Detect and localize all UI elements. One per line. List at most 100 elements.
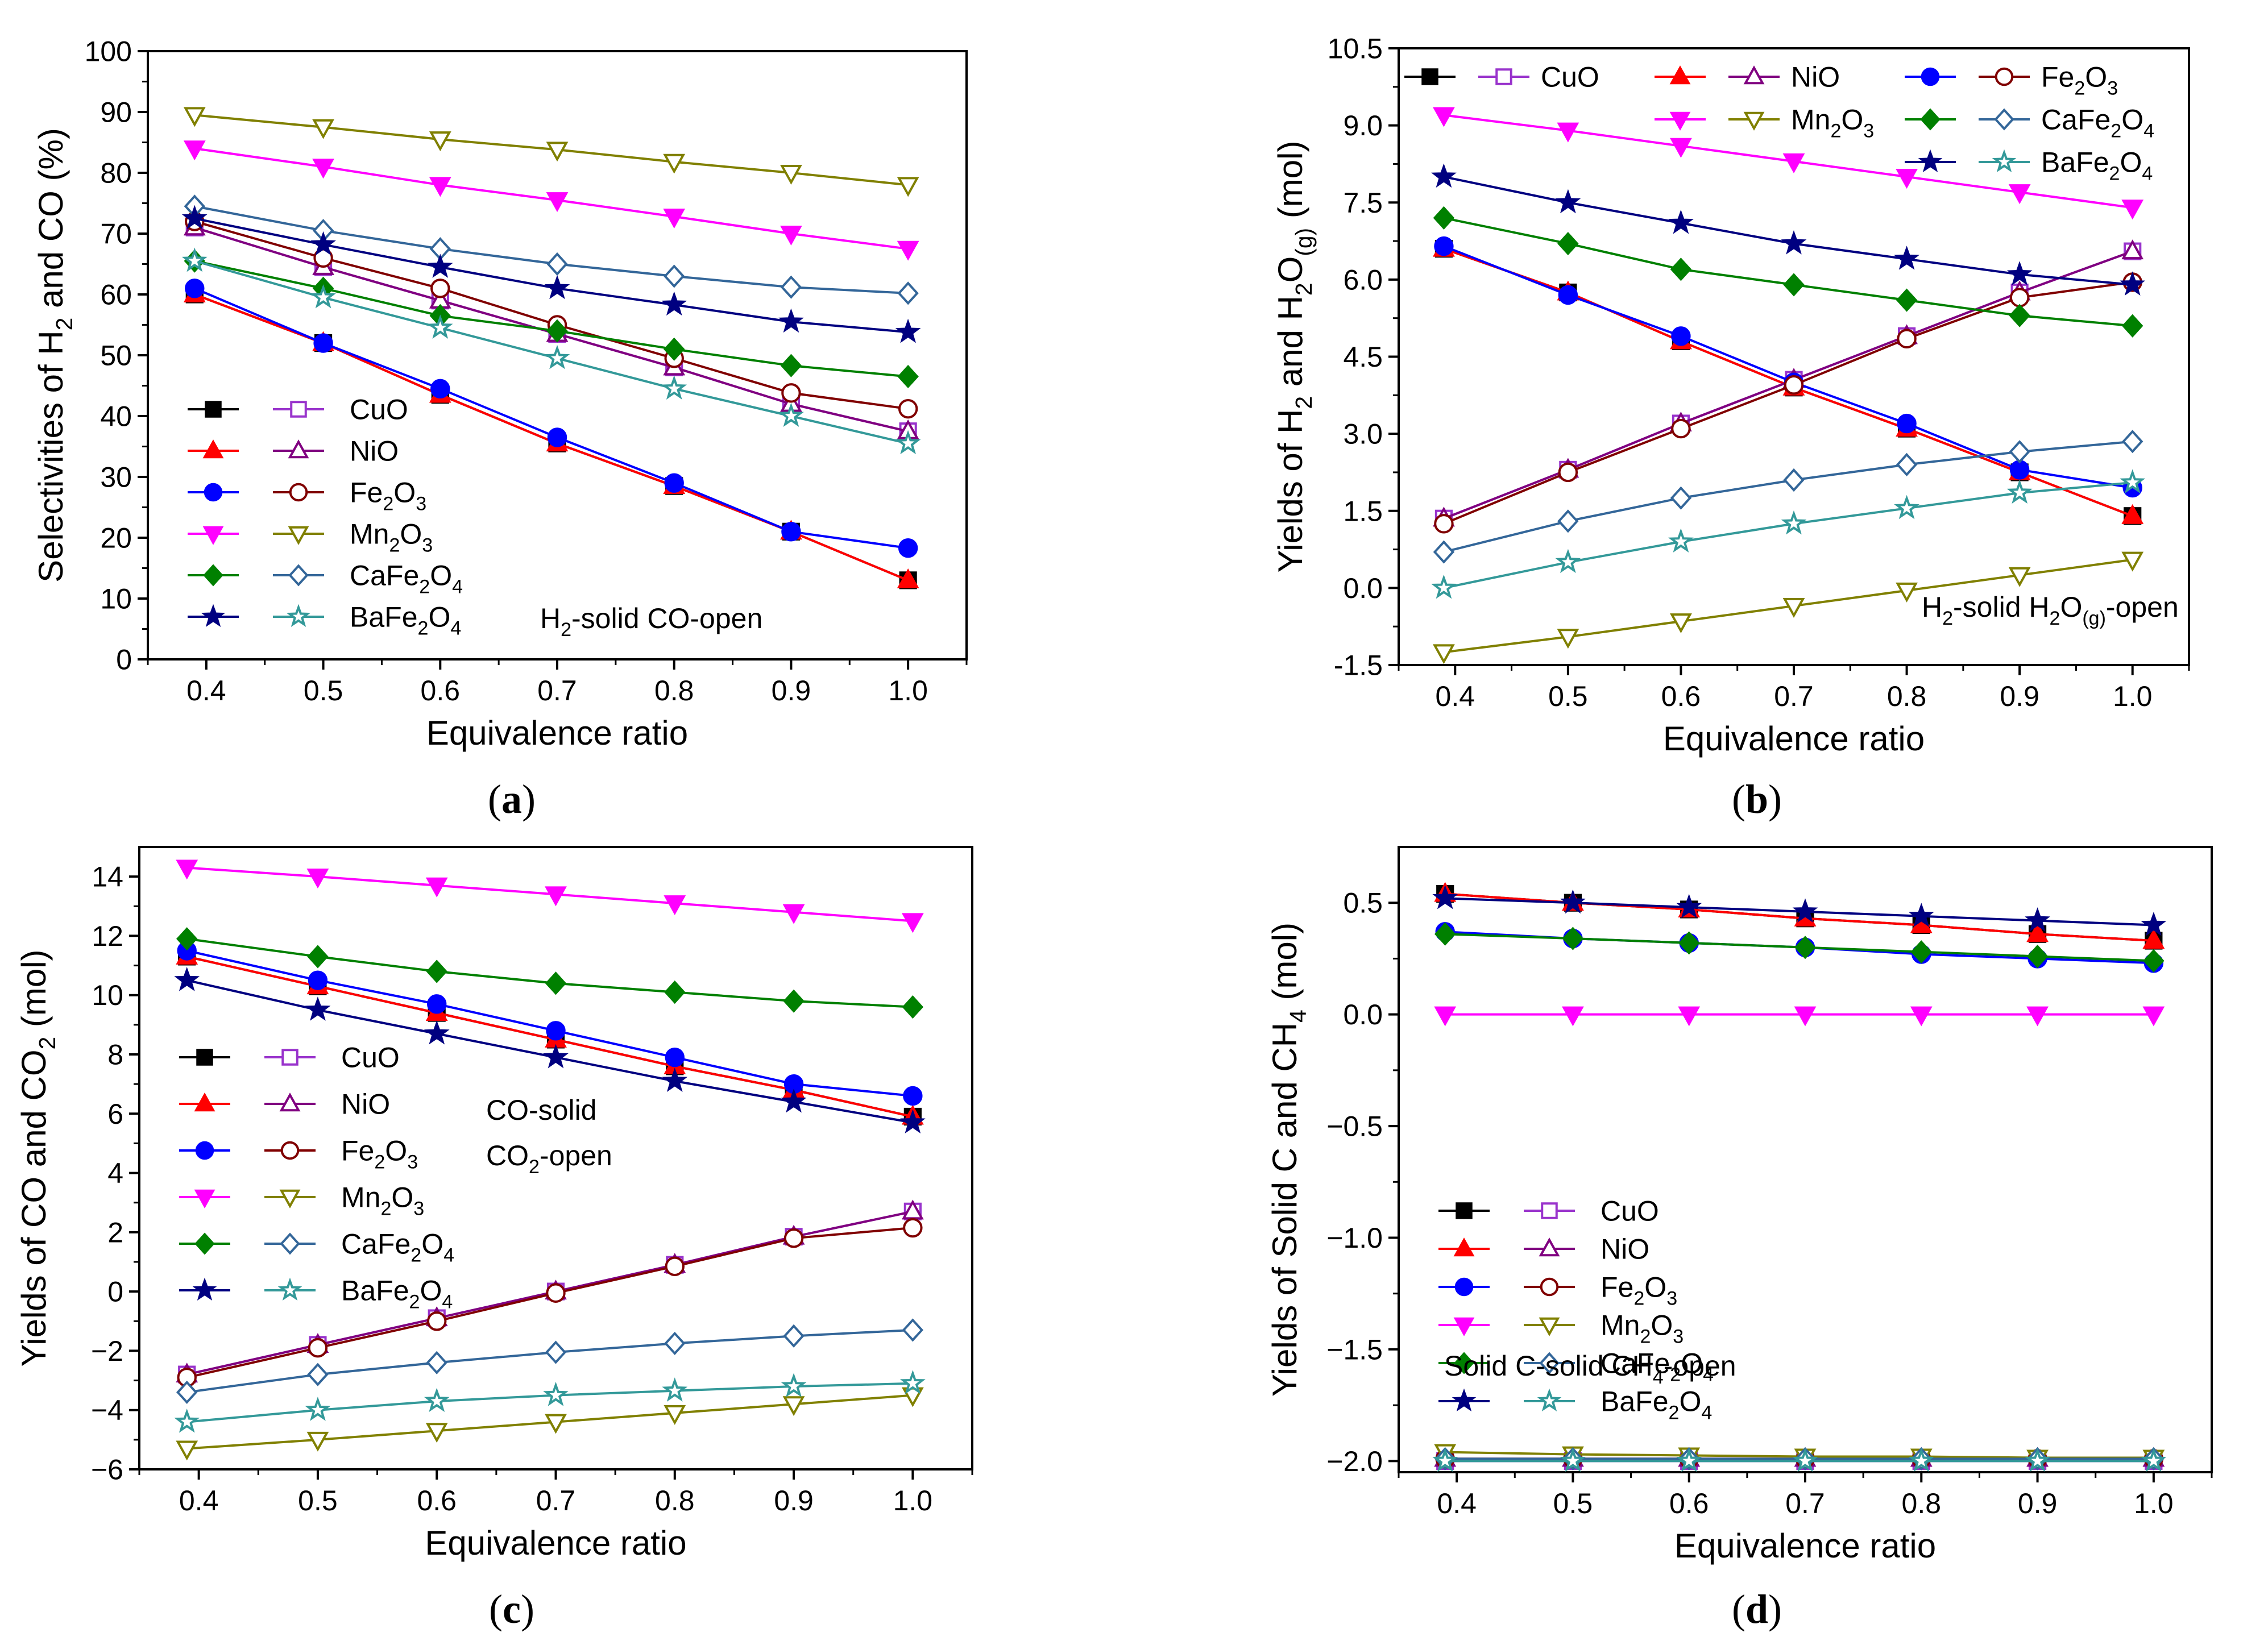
- data-point-bafe2o4-o: [424, 1388, 450, 1413]
- x-tick-label: 0.8: [1887, 680, 1927, 712]
- legend-swatch-nio-o: [273, 439, 324, 459]
- data-point-cafe2o4-s: [902, 995, 924, 1019]
- legend-label-bafe2o4: BaFe2O4: [341, 1275, 453, 1313]
- series-bafe2o4-s: [174, 967, 926, 1134]
- data-point-bafe2o4-s: [1792, 898, 1818, 923]
- x-tick-label: 0.6: [417, 1485, 457, 1517]
- chart-panel-a: 0.4 0.5 0.6 0.7 0.8 0.9 1.0 0 10 20 30 40 50 60 70 80 90…: [32, 36, 968, 822]
- series-mn2o3-o: [176, 1387, 924, 1461]
- legend-marker-cafe2o4-o: [1994, 108, 2014, 131]
- x-tick-label: 0.8: [655, 1485, 695, 1517]
- y-tick-label: -1.5: [1334, 650, 1383, 682]
- legend-label-mn2o3: Mn2O3: [1601, 1310, 1684, 1348]
- legend-label-bafe2o4: BaFe2O4: [350, 601, 461, 639]
- y-tick-label: 40: [100, 401, 132, 433]
- data-point-fe2o3-o: [1434, 514, 1454, 534]
- chart-panel-d: 0.4 0.5 0.6 0.7 0.8 0.9 1.0 −2.0 −1.5 −1.0 −0.5 0.0…: [1266, 846, 2213, 1632]
- x-tick-label: 0.5: [1553, 1488, 1593, 1519]
- data-point-cafe2o4-s: [1670, 257, 1692, 281]
- legend-swatch-cafe2o4-s: [188, 564, 239, 587]
- legend-swatch-nio-s: [188, 439, 239, 459]
- data-point-cafe2o4-s: [2026, 944, 2049, 969]
- data-point-bafe2o4-s: [310, 231, 336, 256]
- data-point-mn2o3-s: [1678, 1006, 1701, 1027]
- legend-marker-cafe2o4-s: [203, 564, 223, 587]
- data-point-mn2o3-o: [663, 153, 686, 174]
- data-point-mn2o3-s: [1782, 153, 1805, 173]
- data-point-cafe2o4-o: [664, 1331, 686, 1355]
- data-point-mn2o3-s: [2121, 200, 2144, 220]
- x-tick-label: 1.0: [893, 1485, 933, 1517]
- series-mn2o3-s: [183, 140, 919, 261]
- legend-label-nio: NiO: [341, 1089, 390, 1120]
- data-point-cafe2o4-o: [897, 281, 919, 305]
- y-tick-label: 2: [107, 1216, 123, 1248]
- legend-label-cuo: CuO: [1601, 1195, 1659, 1227]
- data-point-mn2o3-o: [780, 165, 802, 185]
- y-tick-label: 4: [107, 1157, 123, 1189]
- legend-swatch-nio-s: [179, 1092, 230, 1112]
- data-point-bafe2o4-o: [778, 402, 804, 427]
- data-point-mn2o3-s: [312, 159, 334, 179]
- data-point-mn2o3-s: [2008, 184, 2031, 205]
- panel-caption-d: (d): [1732, 1586, 1782, 1632]
- legend-marker-nio-o: [279, 1092, 301, 1112]
- x-tick-label: 0.8: [1902, 1488, 1942, 1519]
- legend-label-nio: NiO: [1601, 1233, 1649, 1265]
- y-tick-label: 70: [100, 218, 132, 250]
- annotation-co-solid: CO-solid: [486, 1094, 596, 1126]
- y-tick-label: 100: [85, 36, 132, 68]
- data-point-fe2o3-s: [1671, 326, 1691, 346]
- series-line-cafe2o4-s: [186, 937, 913, 1008]
- y-tick-label: 0.0: [1343, 572, 1383, 604]
- legend-marker-bafe2o4-o: [1537, 1388, 1562, 1412]
- legend-marker-mn2o3-s: [1669, 111, 1691, 131]
- data-point-bafe2o4-o: [1792, 1447, 1818, 1472]
- data-point-cafe2o4-s: [783, 989, 805, 1013]
- series-line-fe2o3-o: [194, 220, 909, 410]
- panel-caption-c: (c): [489, 1586, 534, 1632]
- data-point-nio-s: [2121, 504, 2144, 524]
- data-point-nio-s: [2026, 922, 2049, 942]
- data-point-cafe2o4-o: [426, 1351, 447, 1374]
- y-tick-label: 0: [116, 644, 132, 676]
- data-point-fe2o3-s: [2009, 460, 2030, 480]
- data-point-bafe2o4-s: [181, 205, 208, 230]
- legend-marker-mn2o3-o: [288, 526, 309, 545]
- data-point-cafe2o4-s: [1434, 922, 1456, 946]
- y-tick-label: −0.5: [1326, 1111, 1383, 1143]
- legend-label-bafe2o4: BaFe2O4: [1601, 1386, 1712, 1424]
- series-fe2o3-o: [177, 1218, 923, 1388]
- legend-swatch-cuo-o: [1524, 1202, 1575, 1219]
- data-point-bafe2o4-o: [2006, 479, 2033, 504]
- data-point-bafe2o4-o: [662, 1377, 688, 1402]
- legend-swatch-fe2o3-s: [1438, 1277, 1490, 1297]
- y-axis-label: Yields of Solid C and CH4 (mol): [1266, 923, 1311, 1397]
- legend-swatch-fe2o3-o: [264, 1141, 316, 1160]
- legend-swatch-fe2o3-s: [188, 483, 239, 502]
- data-point-bafe2o4-s: [305, 996, 331, 1021]
- legend-label-fe2o3: Fe2O3: [341, 1135, 418, 1173]
- x-tick-label: 1.0: [2134, 1488, 2174, 1519]
- legend-swatch-bafe2o4-o: [264, 1277, 316, 1301]
- data-point-bafe2o4-o: [895, 430, 921, 455]
- y-tick-label: −4: [91, 1394, 123, 1426]
- legend-marker-cafe2o4-o: [280, 1232, 300, 1255]
- data-point-mn2o3-s: [1794, 1006, 1817, 1027]
- data-point-bafe2o4-s: [1432, 884, 1458, 909]
- data-point-mn2o3-s: [1433, 107, 1455, 127]
- series-mn2o3-o: [1433, 551, 2144, 664]
- series-cafe2o4-s: [176, 927, 924, 1019]
- legend-marker-cafe2o4-s: [194, 1232, 215, 1255]
- legend-marker-fe2o3-s: [1921, 67, 1940, 86]
- data-point-cafe2o4-o: [1433, 540, 1455, 564]
- x-tick-label: 0.9: [2000, 680, 2039, 712]
- data-point-bafe2o4-o: [1908, 1447, 1934, 1472]
- data-point-cafe2o4-s: [897, 364, 919, 389]
- y-tick-label: 90: [100, 97, 132, 128]
- legend-marker-fe2o3-s: [1454, 1277, 1474, 1297]
- legend-swatch-nio-o: [1728, 65, 1780, 85]
- annotation-h2-solid-co-open: H2-solid CO-open: [540, 603, 762, 641]
